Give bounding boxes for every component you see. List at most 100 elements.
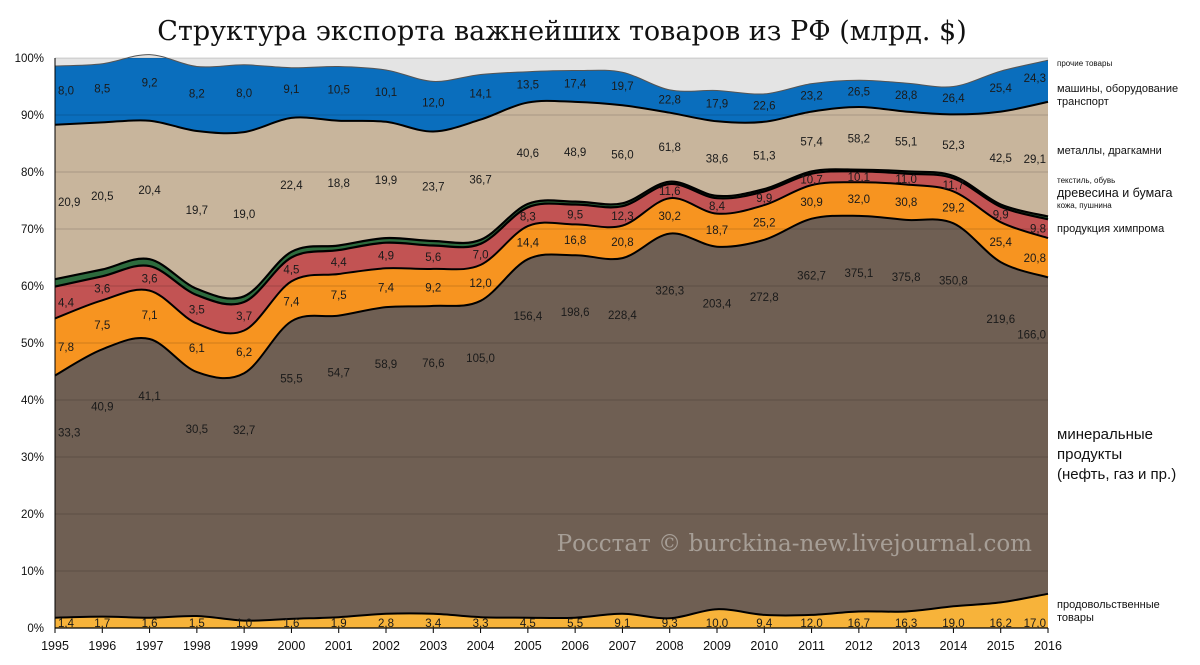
data-label-machines: 22,8 — [659, 94, 681, 106]
data-label-metals: 19,0 — [233, 209, 255, 221]
data-label-wood: 9,9 — [756, 193, 772, 205]
legend-label-food: товары — [1057, 612, 1094, 624]
data-label-chem: 18,7 — [706, 225, 728, 237]
x-tick-label: 2005 — [514, 639, 542, 653]
boundary-textile — [54, 168, 1049, 300]
boundary-food — [54, 592, 1049, 622]
data-label-wood: 9,5 — [567, 209, 583, 221]
data-label-mineral: 375,8 — [892, 272, 921, 284]
data-label-chem: 7,8 — [58, 342, 74, 354]
data-label-food: 1,0 — [236, 618, 252, 630]
data-label-machines: 24,3 — [1024, 73, 1046, 85]
x-tick-label: 2002 — [372, 639, 400, 653]
data-label-metals: 58,2 — [848, 133, 870, 145]
area-other — [55, 54, 1048, 95]
data-label-metals: 42,5 — [990, 153, 1012, 165]
data-label-machines: 8,5 — [94, 83, 110, 95]
data-label-wood: 12,3 — [611, 211, 633, 223]
data-label-metals: 55,1 — [895, 137, 917, 149]
x-tick-label: 2016 — [1034, 639, 1062, 653]
data-label-mineral: 156,4 — [513, 311, 542, 323]
data-label-food: 19,0 — [942, 618, 964, 630]
boundary-lines — [54, 54, 1049, 622]
data-label-food: 1,6 — [283, 618, 299, 630]
y-tick-label: 50% — [21, 338, 44, 350]
data-label-food: 1,9 — [331, 618, 347, 630]
data-label-chem: 30,9 — [800, 197, 822, 209]
data-label-metals: 36,7 — [469, 175, 491, 187]
y-tick-label: 20% — [21, 509, 44, 521]
y-tick-label: 60% — [21, 281, 44, 293]
area-chem — [55, 182, 1048, 379]
boundary-metals — [54, 99, 1049, 135]
legend-label-textile: кожа, пушнина — [1057, 201, 1112, 210]
data-label-machines: 17,4 — [564, 79, 587, 91]
x-tick-label: 2007 — [609, 639, 637, 653]
data-label-wood: 4,4 — [58, 298, 75, 310]
watermark: Росстат © burckina-new.livejournal.com — [557, 531, 1033, 557]
data-label-wood: 4,9 — [378, 251, 394, 263]
data-label-food: 1,7 — [94, 618, 110, 630]
data-label-food: 1,6 — [142, 618, 158, 630]
data-label-mineral: 33,3 — [58, 427, 80, 439]
data-label-wood: 3,7 — [236, 311, 252, 323]
data-label-machines: 14,1 — [469, 88, 491, 100]
data-label-mineral: 203,4 — [703, 299, 732, 311]
x-tick-label: 2006 — [561, 639, 589, 653]
x-tick-label: 1997 — [136, 639, 164, 653]
data-label-wood: 3,5 — [189, 304, 205, 316]
data-label-mineral: 32,7 — [233, 425, 255, 437]
x-tick-label: 2000 — [278, 639, 306, 653]
legend-label-chem: продукция химпрома — [1057, 223, 1165, 235]
data-label-machines: 13,5 — [517, 80, 539, 92]
data-label-chem: 16,8 — [564, 235, 586, 247]
data-label-chem: 30,2 — [659, 211, 681, 223]
y-tick-label: 30% — [21, 452, 44, 464]
legend-label-mineral: минеральные — [1057, 426, 1153, 443]
data-label-machines: 12,0 — [422, 97, 444, 109]
data-label-wood: 11,7 — [943, 180, 965, 192]
data-label-machines: 23,2 — [800, 90, 822, 102]
boundary-mineral — [54, 214, 1049, 380]
legend-label-wood: древесина и бумага — [1057, 186, 1172, 200]
y-tick-label: 80% — [21, 167, 44, 179]
data-label-chem: 9,2 — [425, 282, 441, 294]
data-label-mineral: 219,6 — [986, 314, 1015, 326]
data-label-metals: 23,7 — [422, 181, 444, 193]
y-tick-label: 70% — [21, 224, 44, 236]
x-tick-label: 2014 — [940, 639, 968, 653]
data-label-machines: 8,0 — [58, 86, 74, 98]
data-label-mineral: 362,7 — [797, 271, 826, 283]
data-label-metals: 51,3 — [753, 150, 775, 162]
data-label-mineral: 198,6 — [561, 307, 590, 319]
data-label-machines: 28,8 — [895, 90, 917, 102]
x-tick-label: 1995 — [41, 639, 69, 653]
legend-label-mineral: продукты — [1057, 446, 1122, 463]
x-tick-label: 2004 — [467, 639, 495, 653]
data-label-food: 3,3 — [473, 618, 489, 630]
y-tick-label: 0% — [27, 623, 44, 635]
data-label-machines: 19,7 — [611, 81, 633, 93]
data-label-food: 3,4 — [425, 618, 442, 630]
data-label-mineral: 76,6 — [422, 358, 444, 370]
data-label-wood: 8,3 — [520, 212, 536, 224]
data-label-wood: 3,6 — [94, 283, 110, 295]
data-label-wood: 5,6 — [425, 252, 441, 264]
x-tick-label: 2013 — [892, 639, 920, 653]
data-label-machines: 8,2 — [189, 89, 205, 101]
data-label-food: 16,2 — [990, 618, 1012, 630]
data-label-chem: 20,8 — [611, 237, 633, 249]
data-label-metals: 56,0 — [611, 149, 633, 161]
boundary-chem — [54, 181, 1049, 335]
data-labels: 1,4 1,7 1,6 1,5 1,0 1,6 1,9 2,8 3,4 3,3 4,5 5,5 9,1 9… — [58, 73, 1046, 630]
data-label-metals: 20,5 — [91, 191, 113, 203]
data-label-wood: 7,0 — [473, 249, 489, 261]
x-tick-label: 2012 — [845, 639, 873, 653]
data-label-machines: 22,6 — [753, 101, 775, 113]
data-label-mineral: 166,0 — [1017, 329, 1046, 341]
data-label-chem: 7,5 — [331, 290, 347, 302]
data-label-food: 2,8 — [378, 618, 394, 630]
data-label-wood: 9,8 — [1030, 224, 1046, 236]
data-label-mineral: 350,8 — [939, 275, 968, 287]
